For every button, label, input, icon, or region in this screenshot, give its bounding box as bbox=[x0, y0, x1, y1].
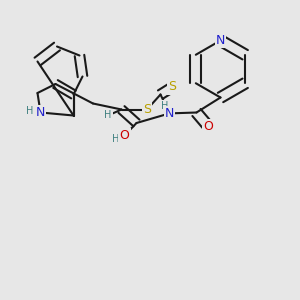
Text: N: N bbox=[165, 107, 174, 120]
Text: N: N bbox=[216, 34, 225, 47]
Text: N: N bbox=[36, 106, 45, 119]
Text: O: O bbox=[120, 129, 129, 142]
Text: H: H bbox=[161, 100, 168, 111]
Text: O: O bbox=[204, 120, 213, 133]
Text: S: S bbox=[143, 103, 151, 116]
Text: H: H bbox=[26, 106, 33, 116]
Text: S: S bbox=[169, 80, 176, 94]
Text: H: H bbox=[104, 110, 112, 121]
Text: H: H bbox=[112, 134, 119, 145]
